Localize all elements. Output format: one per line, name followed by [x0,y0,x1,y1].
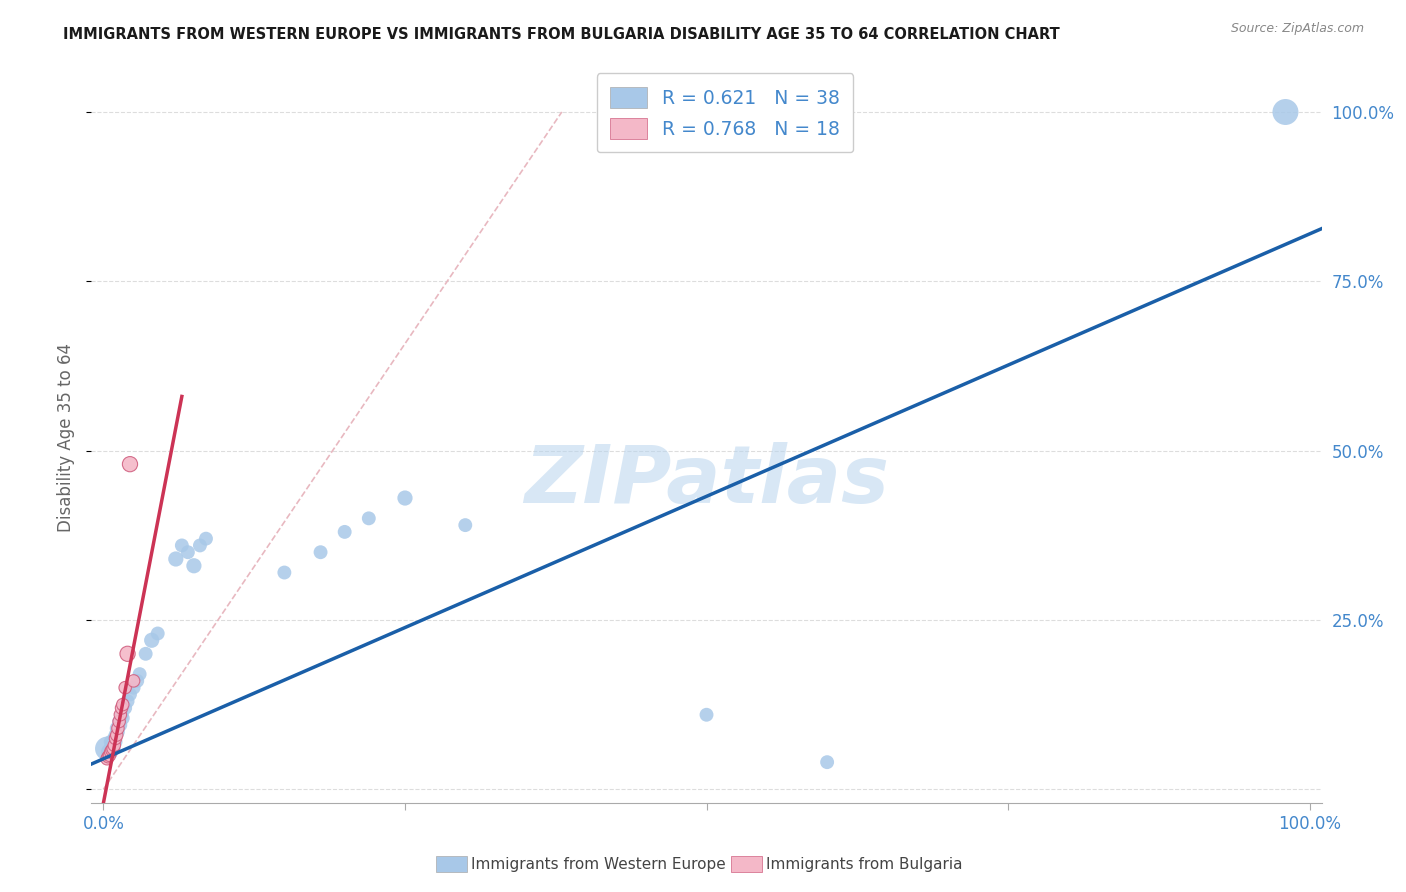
Point [104,728,127,742]
Point [333,524,356,539]
Point [107,721,129,735]
Point [101,741,124,756]
Point [98,748,121,763]
Text: IMMIGRANTS FROM WESTERN EUROPE VS IMMIGRANTS FROM BULGARIA DISABILITY AGE 35 TO : IMMIGRANTS FROM WESTERN EUROPE VS IMMIGR… [63,27,1060,42]
Point [111,711,134,725]
Legend: R = 0.621   N = 38, R = 0.768   N = 18: R = 0.621 N = 38, R = 0.768 N = 18 [596,73,853,153]
Point [118,457,141,471]
Point [100,735,122,749]
Point [146,626,169,640]
Point [114,701,136,715]
Point [108,714,131,729]
Point [454,518,477,533]
Point [105,721,128,735]
Point [110,718,132,732]
Point [117,694,139,708]
Point [103,731,125,746]
Point [122,681,145,695]
Point [357,511,380,525]
Point [135,647,157,661]
Text: ZIPatlas: ZIPatlas [524,442,889,520]
Point [194,532,217,546]
Y-axis label: Disability Age 35 to 64: Disability Age 35 to 64 [58,343,76,532]
Point [309,545,332,559]
Point [96,752,118,766]
Point [117,647,139,661]
Point [177,545,200,559]
Point [104,731,127,746]
Text: Immigrants from Bulgaria: Immigrants from Bulgaria [766,857,963,871]
Point [105,728,128,742]
Point [273,566,295,580]
Point [183,558,205,573]
Point [111,698,134,712]
Point [110,707,132,722]
Point [394,491,416,505]
Point [100,745,122,759]
Point [114,681,136,695]
Point [695,707,717,722]
Point [98,745,121,759]
Point [104,735,127,749]
Point [141,633,163,648]
Point [110,701,132,715]
Text: Immigrants from Western Europe: Immigrants from Western Europe [471,857,725,871]
Point [96,741,118,756]
Point [128,667,150,681]
Text: Source: ZipAtlas.com: Source: ZipAtlas.com [1230,22,1364,36]
Point [103,738,125,752]
Point [170,538,193,552]
Point [122,673,145,688]
Point [97,749,120,764]
Point [101,743,124,757]
Point [165,552,187,566]
Point [107,724,129,739]
Point [118,688,141,702]
Point [101,738,124,752]
Point [815,755,838,769]
Point [108,714,131,729]
Point [127,673,149,688]
Point [188,538,211,552]
Point [1274,105,1296,120]
Point [101,741,124,756]
Point [110,707,132,722]
